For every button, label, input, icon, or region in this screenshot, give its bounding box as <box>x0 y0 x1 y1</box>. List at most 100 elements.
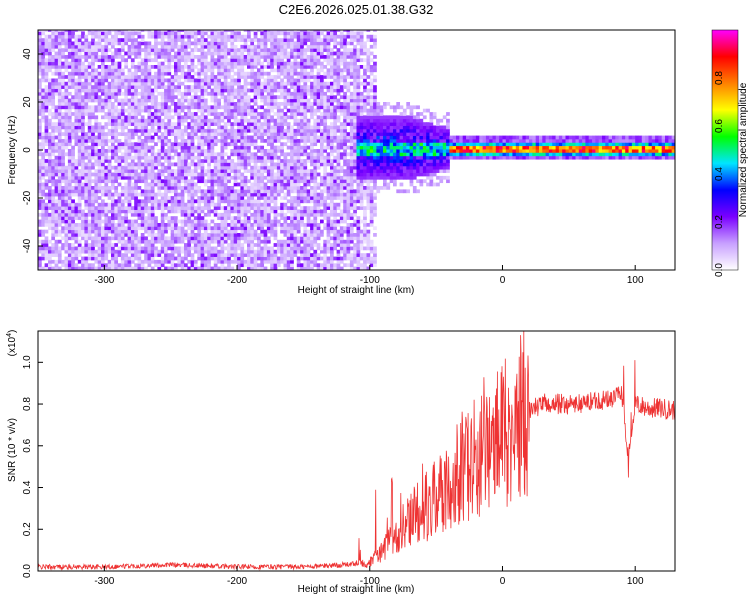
spectrogram-cell <box>147 162 152 167</box>
spectrogram-cell <box>240 256 245 261</box>
spectrogram-cell <box>250 223 255 227</box>
spectrogram-cell <box>230 98 235 103</box>
spectrogram-cell <box>164 159 168 163</box>
spectrogram-cell <box>266 169 271 173</box>
spectrogram-cell <box>87 122 92 126</box>
spectrogram-cell <box>140 30 145 32</box>
spectrogram-cell <box>217 118 221 123</box>
spectrogram-cell <box>227 256 231 261</box>
spectrogram-cell <box>250 78 255 83</box>
spectrogram-cell <box>67 118 72 123</box>
spectrogram-cell <box>94 212 99 217</box>
spectrogram-cell <box>306 139 311 143</box>
spectrogram-cell <box>97 105 102 110</box>
spectrogram-cell <box>273 212 278 217</box>
spectrogram-cell <box>74 65 79 69</box>
spectrogram-cell <box>137 135 142 140</box>
spectrogram-cell <box>170 98 175 103</box>
spectrogram-cell <box>203 155 208 160</box>
spectrogram-cell <box>190 149 195 153</box>
spectrogram-cell <box>54 61 59 66</box>
spectrogram-cell <box>38 128 42 133</box>
spectrogram-cell <box>260 132 265 136</box>
spectrogram-cell <box>64 88 69 93</box>
spectrogram-cell <box>283 182 288 187</box>
spectrogram-cell <box>290 142 294 147</box>
spectrogram-cell <box>210 91 215 96</box>
spectrogram-cell <box>104 58 109 63</box>
spectrogram-cell <box>41 243 46 247</box>
spectrogram-cell <box>290 155 294 160</box>
spectrogram-cell <box>150 209 155 214</box>
spectrogram-cell <box>144 196 148 200</box>
spectrogram-cell <box>286 128 291 133</box>
spectrogram-cell <box>101 44 105 49</box>
spectrogram-cell <box>84 202 89 207</box>
spectrogram-cell <box>230 91 235 96</box>
spectrogram-cell <box>283 233 288 237</box>
spectrogram-cell <box>84 206 89 210</box>
spectrogram-cell <box>104 149 109 153</box>
spectrogram-cell <box>213 259 218 264</box>
spectrogram-cell <box>303 132 308 136</box>
spectrogram-cell <box>44 162 49 167</box>
spectrogram-cell <box>111 41 115 46</box>
spectrogram-cell <box>170 243 175 247</box>
spectrogram-cell <box>193 192 198 197</box>
spectrogram-cell <box>77 48 82 52</box>
spectrogram-cell <box>104 253 109 257</box>
spectrogram-cell <box>203 41 208 46</box>
spectrogram-cell <box>233 95 238 100</box>
spectrogram-cell <box>213 78 218 83</box>
spectrogram-cell <box>51 135 56 140</box>
spectrogram-cell <box>240 125 245 130</box>
spectrogram-cell <box>303 98 308 103</box>
spectrogram-cell <box>223 192 228 197</box>
spectrogram-cell <box>223 223 228 227</box>
spectrogram-cell <box>296 30 301 32</box>
spectrogram-cell <box>270 128 274 133</box>
spectrogram-cell <box>51 159 56 163</box>
spectrogram-cell <box>140 219 145 224</box>
spectrogram-cell <box>111 88 115 93</box>
spectrogram-cell <box>84 38 89 42</box>
spectrogram-cell <box>207 48 211 52</box>
spectrogram-cell <box>57 182 62 187</box>
spectrogram-cell <box>167 165 172 170</box>
spectrogram-cell <box>247 135 251 140</box>
spectrogram-cell <box>38 233 42 237</box>
spectrogram-cell <box>220 256 225 261</box>
spectrogram-cell <box>38 202 42 207</box>
spectrogram-cell <box>266 61 271 66</box>
spectrogram-cell <box>74 51 79 56</box>
spectrogram-cell <box>174 223 178 227</box>
spectrogram-cell <box>283 38 288 42</box>
spectrogram-cell <box>184 223 188 227</box>
spectrogram-cell <box>130 128 135 133</box>
spectrogram-cell <box>300 55 304 59</box>
spectrogram-cell <box>41 44 46 49</box>
spectrogram-cell <box>101 189 105 194</box>
spectrogram-cell <box>84 172 89 177</box>
spectrogram-cell <box>140 192 145 197</box>
spectrogram-cell <box>250 68 255 73</box>
spectrogram-cell <box>217 78 221 83</box>
spectrogram-cell <box>217 81 221 86</box>
spectrogram-cell <box>280 115 284 120</box>
spectrogram-cell <box>260 152 265 157</box>
spectrogram-cell <box>127 102 132 106</box>
spectrogram-cell <box>273 216 278 220</box>
spectrogram-cell <box>280 118 284 123</box>
spectrogram-cell <box>237 202 241 207</box>
spectrogram-cell <box>257 125 261 130</box>
spectrogram-cell <box>120 118 125 123</box>
spectrogram-cell <box>174 105 178 110</box>
spectrogram-cell <box>167 186 172 190</box>
spectrogram-cell <box>57 122 62 126</box>
spectrogram-cell <box>260 95 265 100</box>
spectrogram-cell <box>270 75 274 79</box>
spectrogram-cell <box>283 186 288 190</box>
spectrogram-cell <box>87 155 92 160</box>
spectrogram-cell <box>67 81 72 86</box>
spectrogram-cell <box>286 108 291 113</box>
